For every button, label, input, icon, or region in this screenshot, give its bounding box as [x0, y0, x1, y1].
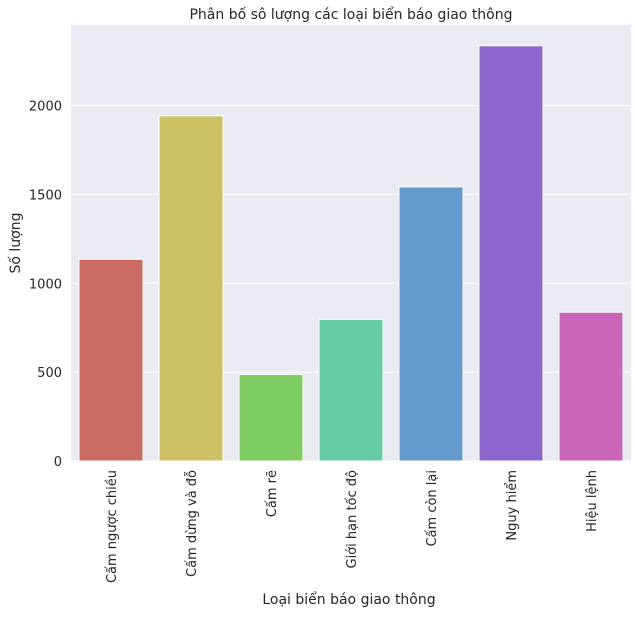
bar — [478, 45, 544, 462]
y-tick-label: 1000 — [29, 277, 62, 292]
x-axis-label: Loại biển báo giao thông — [262, 591, 435, 608]
y-tick-label: 0 — [54, 455, 62, 470]
bar — [238, 373, 304, 462]
y-tick-label: 500 — [37, 366, 62, 381]
chart-title: Phân bố sô lượng các loại biển báo giao … — [189, 6, 512, 23]
x-tick-label: Cấm ngược chiều — [105, 470, 120, 583]
x-tick-labels: Cấm ngược chiều Cấm dừng và đỗ Cấm rẽ Giới … — [105, 470, 600, 583]
bar — [158, 115, 224, 462]
y-tick-labels: 0 500 1000 1500 2000 — [29, 100, 62, 470]
y-tick-label: 2000 — [29, 100, 62, 115]
y-tick-label: 1500 — [29, 188, 62, 203]
bar — [398, 186, 464, 462]
x-tick-label: Cấm dừng và đỗ — [185, 470, 200, 577]
x-tick-label: Giới hạn tốc độ — [345, 470, 360, 569]
x-tick-label: Cấm còn lại — [425, 470, 440, 547]
bar — [558, 311, 624, 462]
bar — [318, 318, 384, 462]
x-tick-label: Nguy hiểm — [505, 470, 520, 541]
bar — [78, 258, 144, 462]
x-tick-label: Hiệu lệnh — [585, 470, 600, 532]
y-axis-label: Số lượng — [7, 213, 24, 274]
x-tick-label: Cấm rẽ — [265, 470, 280, 517]
bars — [78, 45, 624, 462]
